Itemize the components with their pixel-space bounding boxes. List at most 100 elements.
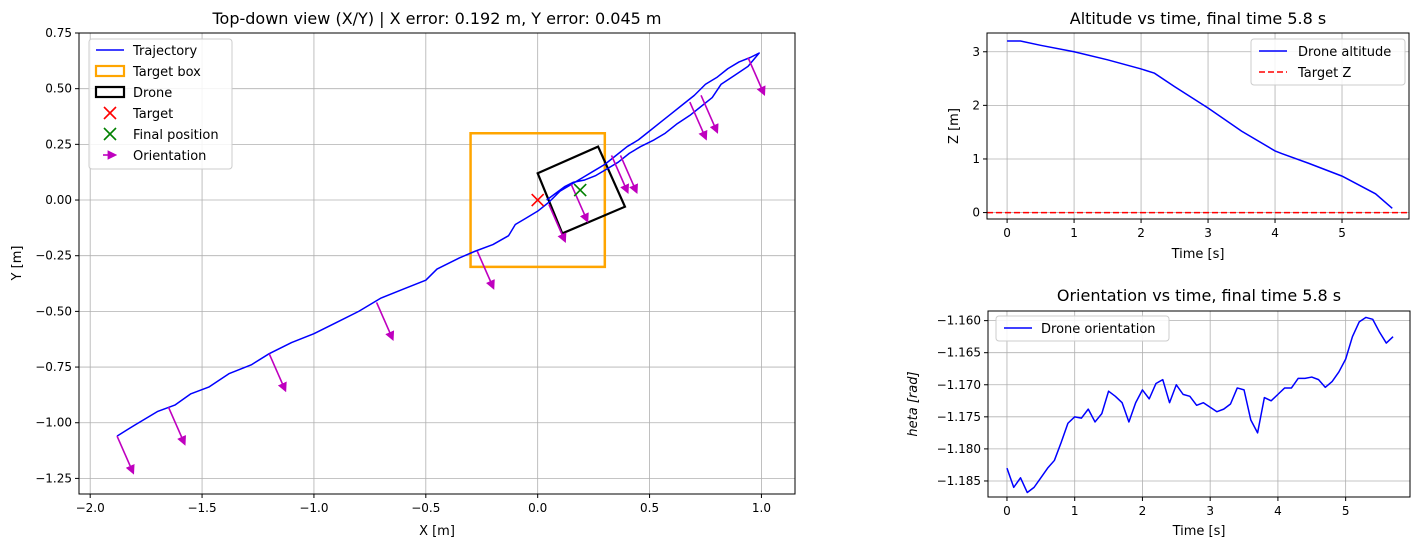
x-tick-label: 0 <box>1003 226 1011 240</box>
legend-label: Target box <box>132 65 201 80</box>
trajectory-line <box>116 52 760 437</box>
legend-swatch-x <box>103 106 117 120</box>
orientation-arrow <box>476 250 495 290</box>
legend-label: Drone orientation <box>1041 322 1156 337</box>
orientation-arrow <box>548 204 567 244</box>
altitude-legend: Drone altitude Target Z <box>1250 38 1406 86</box>
topdown-ylabel: Y [m] <box>10 246 25 282</box>
legend-swatch-box <box>94 85 126 99</box>
x-tick-label: 4 <box>1274 504 1282 518</box>
final-position-marker-stroke <box>573 183 587 197</box>
y-tick-label: 0.25 <box>45 137 72 151</box>
legend-entry: Target box <box>94 64 201 80</box>
x-tick-label: 1 <box>1071 504 1079 518</box>
topdown-title: Top-down view (X/Y) | X error: 0.192 m, … <box>211 9 661 28</box>
y-tick-label: 1 <box>972 152 980 166</box>
y-tick-label: −1.185 <box>937 474 981 488</box>
x-tick-label: −2.0 <box>76 501 105 515</box>
orientation-legend: Drone orientation <box>995 315 1170 342</box>
altitude-chart: 0 1 2 3 4 5 0 1 2 3 Altitude vs time, final time … <box>947 9 1410 262</box>
topdown-chart: −2.0 −1.5 −1.0 −0.5 0.0 0.5 1.0 0.75 0.50 0.25 0.0… <box>10 9 796 539</box>
y-tick-label: 3 <box>972 45 980 59</box>
y-tick-label: 0.50 <box>45 82 72 96</box>
topdown-ticks: −2.0 −1.5 −1.0 −0.5 0.0 0.5 1.0 0.75 0.50 0.25 0.0… <box>35 26 771 515</box>
y-tick-label: 0.75 <box>45 26 72 40</box>
orientation-arrow <box>375 302 395 342</box>
orientation-ylabel: heta [rad] <box>906 371 921 436</box>
target-marker-stroke <box>531 193 545 207</box>
x-tick-label: 2 <box>1137 226 1145 240</box>
topdown-grid <box>79 32 795 494</box>
legend-entry: Target <box>103 106 173 122</box>
y-tick-label: 2 <box>972 98 980 112</box>
orientation-arrow <box>116 435 135 475</box>
topdown-markers <box>531 183 587 207</box>
orientation-xlabel: Time [s] <box>1172 524 1226 539</box>
orientation-title: Orientation vs time, final time 5.8 s <box>1057 286 1341 305</box>
x-tick-label: 0.0 <box>528 501 547 515</box>
x-tick-label: 0.5 <box>640 501 659 515</box>
altitude-xlabel: Time [s] <box>1171 247 1225 262</box>
drone-box <box>536 145 627 235</box>
y-tick-label: −1.175 <box>937 410 981 424</box>
topdown-boxes <box>469 131 627 269</box>
orientation-chart: 0 1 2 3 4 5 −1.160 −1.165 −1.170 −1.175 −1.180 −1.1… <box>906 286 1411 539</box>
altitude-plot-frame <box>986 32 1410 220</box>
x-tick-label: 4 <box>1271 226 1279 240</box>
legend-swatch-x <box>103 127 117 141</box>
altitude-series <box>987 40 1409 214</box>
x-tick-label: 1.0 <box>752 501 771 515</box>
orientation-arrow <box>268 353 287 393</box>
legend-frame <box>1250 38 1406 86</box>
orientation-arrow <box>167 406 186 446</box>
y-tick-label: −0.50 <box>35 304 72 318</box>
legend-frame <box>995 315 1170 342</box>
legend-label: Orientation <box>133 149 206 164</box>
y-tick-label: −1.180 <box>937 442 981 456</box>
x-tick-label: 5 <box>1342 504 1350 518</box>
legend-entry: Final position <box>103 127 219 143</box>
orientation-series-line <box>1006 316 1394 494</box>
y-tick-label: −1.160 <box>937 314 981 328</box>
y-tick-label: −1.165 <box>937 346 981 360</box>
y-tick-label: −1.00 <box>35 416 72 430</box>
orientation-arrow <box>700 95 719 134</box>
y-tick-label: −1.170 <box>937 378 981 392</box>
legend-label: Target <box>132 107 173 122</box>
legend-entry: Orientation <box>103 149 206 164</box>
legend-entry: Trajectory <box>96 44 197 59</box>
x-tick-label: 5 <box>1338 226 1346 240</box>
altitude-ticks: 0 1 2 3 4 5 0 1 2 3 <box>972 45 1345 240</box>
legend-label: Target Z <box>1297 66 1351 81</box>
y-tick-label: 0 <box>972 206 980 220</box>
x-tick-label: −1.5 <box>187 501 216 515</box>
altitude-title: Altitude vs time, final time 5.8 s <box>1070 9 1326 28</box>
x-tick-label: 3 <box>1204 226 1212 240</box>
target-marker <box>531 193 545 207</box>
legend-label: Final position <box>133 128 219 143</box>
legend-swatch-x-stroke <box>103 106 117 120</box>
orientation-plot-frame <box>987 310 1411 498</box>
orientation-arrow <box>619 155 638 195</box>
y-tick-label: −0.25 <box>35 249 72 263</box>
x-tick-label: −0.5 <box>411 501 440 515</box>
topdown-xlabel: X [m] <box>419 524 455 539</box>
x-tick-label: 2 <box>1139 504 1147 518</box>
x-tick-label: 0 <box>1003 504 1011 518</box>
legend-label: Drone altitude <box>1298 45 1391 60</box>
altitude-series-line <box>1007 40 1393 209</box>
topdown-trajectory <box>116 52 760 437</box>
legend-label: Trajectory <box>132 44 197 59</box>
x-tick-label: 3 <box>1206 504 1214 518</box>
orientation-ticks: 0 1 2 3 4 5 −1.160 −1.165 −1.170 −1.175 −1.180 −1.1… <box>937 314 1350 518</box>
topdown-legend: Trajectory Target box Drone Target Final pos… <box>88 38 233 170</box>
y-tick-label: −0.75 <box>35 360 72 374</box>
x-tick-label: −1.0 <box>299 501 328 515</box>
orientation-arrow <box>570 184 589 224</box>
legend-entry: Drone <box>94 85 172 101</box>
y-tick-label: 0.00 <box>45 193 72 207</box>
altitude-ylabel: Z [m] <box>947 108 962 144</box>
legend-swatch-x-stroke <box>103 127 117 141</box>
orientation-arrow <box>689 101 708 141</box>
